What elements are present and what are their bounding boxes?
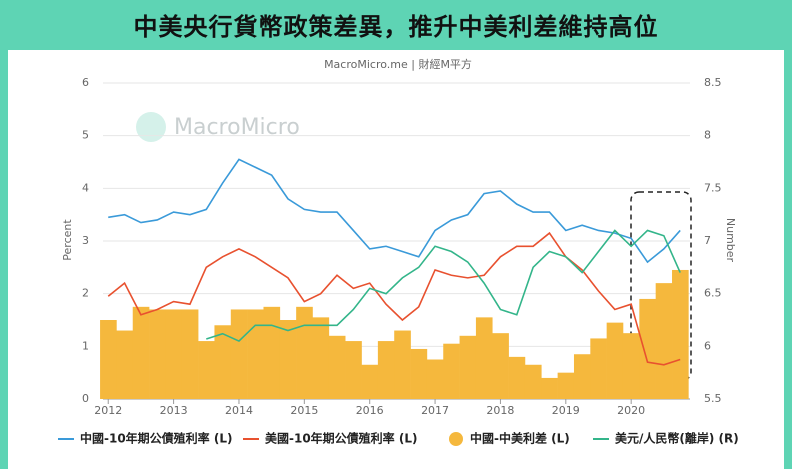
legend-label: 美元/人民幣(離岸) (R) [615,431,739,446]
x-tick-label: 2012 [94,404,122,417]
y2-tick-label: 6 [704,339,711,352]
bar [165,309,183,399]
y2-tick-label: 7 [704,234,711,247]
bar [443,343,460,399]
watermark: MacroMicro [174,115,300,140]
bar [377,341,395,399]
bar [100,320,117,399]
y-tick-label: 6 [82,76,89,89]
legend-item: 美元/人民幣(離岸) (R) [593,431,739,446]
bar [328,335,346,399]
x-tick-label: 2018 [486,404,514,417]
bar [410,348,428,399]
bar [149,309,166,399]
y2-tick-label: 7.5 [704,181,722,194]
bar [622,333,640,399]
bar [181,309,199,399]
bar [459,335,477,399]
y-tick-label: 1 [82,339,89,352]
bar [639,298,656,399]
bar [116,330,134,399]
bar [524,364,542,399]
bar [590,338,607,399]
y-tick-label: 4 [82,181,89,194]
y-axis-label: Percent [61,219,74,261]
x-tick-label: 2014 [225,404,253,417]
legend-item: 美國-10年期公債殖利率 (L) [243,431,417,446]
bar [345,341,362,399]
bar [214,325,232,399]
y2-tick-label: 8 [704,129,711,142]
legend-marker [449,432,463,446]
bar [312,317,330,399]
bar [394,330,411,399]
line-series [108,158,681,264]
x-tick-label: 2016 [356,404,384,417]
line-series [107,231,681,366]
bar [198,341,215,399]
y2-tick-label: 5.5 [704,392,722,405]
bar [492,333,509,399]
line-series [206,229,681,343]
bar [508,356,526,399]
bar [541,377,558,399]
bar [426,359,444,399]
subtitle: MacroMicro.me | 財經M平方 [324,57,472,71]
bar [361,364,379,399]
bar-series [100,269,689,399]
chart: MacroMicro.me | 財經M平方 MacroMicro Percent… [8,50,784,469]
x-tick-label: 2013 [160,404,188,417]
bar [655,283,673,399]
y-tick-label: 0 [82,392,89,405]
bar [557,372,575,399]
bar [279,320,297,399]
y-tick-label: 3 [82,234,89,247]
legend-item: 中國-中美利差 (L) [449,431,570,446]
y-tick-label: 2 [82,287,89,300]
bar [230,309,248,399]
bar [672,269,689,399]
legend-label: 中國-10年期公債殖利率 (L) [80,431,232,446]
legend-label: 美國-10年期公債殖利率 (L) [265,431,417,446]
x-tick-label: 2015 [290,404,318,417]
bar [573,354,591,399]
bar [606,322,624,399]
title-banner: 中美央行貨幣政策差異，推升中美利差維持高位 [133,12,659,41]
bar [296,306,313,399]
legend-label: 中國-中美利差 (L) [470,431,570,446]
y-tick-label: 5 [82,129,89,142]
y2-tick-label: 6.5 [704,287,722,300]
bar [132,306,150,399]
legend-item: 中國-10年期公債殖利率 (L) [58,431,232,446]
y2-axis-label: Number [724,218,737,263]
x-tick-label: 2017 [421,404,449,417]
x-tick-label: 2019 [552,404,580,417]
bar [247,309,264,399]
x-tick-label: 2020 [617,404,645,417]
bar [263,306,281,399]
y2-tick-label: 8.5 [704,76,722,89]
bar [475,317,493,399]
watermark-logo [136,112,166,142]
